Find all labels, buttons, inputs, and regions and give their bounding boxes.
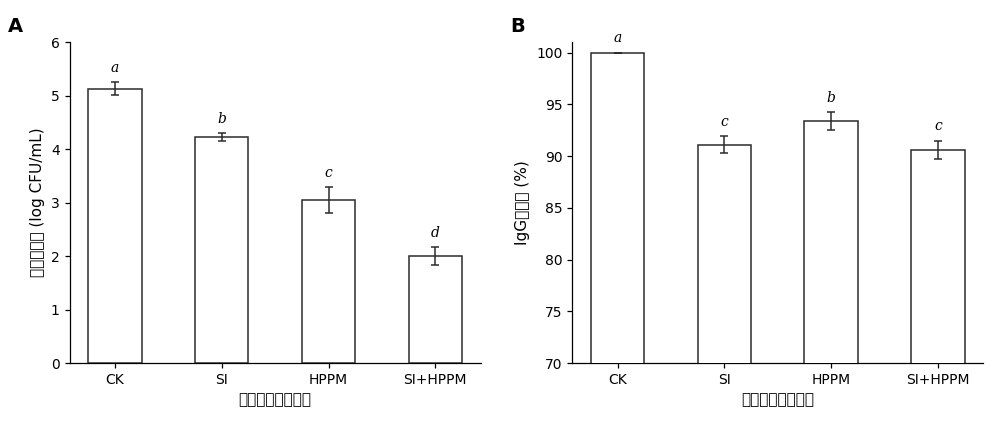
Text: d: d [431, 226, 440, 240]
X-axis label: 不同杀菌处理方式: 不同杀菌处理方式 [239, 392, 312, 407]
Y-axis label: IgG保留率 (%): IgG保留率 (%) [515, 160, 530, 245]
Text: B: B [510, 17, 525, 36]
Bar [409, 256, 462, 363]
Text: b: b [217, 112, 226, 126]
Text: b: b [827, 91, 836, 105]
Text: c: c [934, 120, 942, 134]
Bar [698, 145, 751, 424]
Text: c: c [325, 165, 332, 179]
Bar [195, 137, 248, 363]
Text: A: A [8, 17, 23, 36]
Text: a: a [613, 31, 622, 45]
Bar [302, 200, 355, 363]
Bar [591, 53, 644, 424]
Bar [911, 150, 965, 424]
Text: c: c [720, 115, 728, 129]
Text: a: a [111, 61, 119, 75]
Bar [88, 89, 142, 363]
X-axis label: 不同杀菌处理方式: 不同杀菌处理方式 [741, 392, 814, 407]
Bar [804, 121, 858, 424]
Y-axis label: 微生物数量 (log CFU/mL): 微生物数量 (log CFU/mL) [30, 128, 45, 277]
